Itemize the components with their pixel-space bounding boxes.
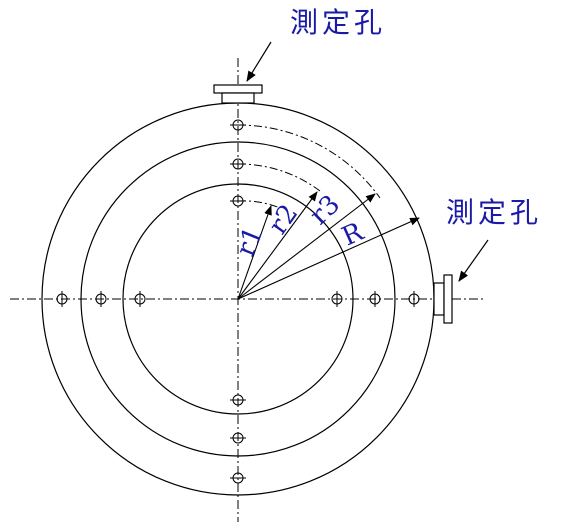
radius-arrow-r3 xyxy=(237,193,376,300)
flange-nozzle-icon xyxy=(213,84,263,104)
label-r2: r2 xyxy=(263,199,304,240)
arrow-icon xyxy=(458,239,489,282)
radius-arrow-r1 xyxy=(237,205,272,300)
arrow-icon xyxy=(246,41,272,82)
arc-r2 xyxy=(237,163,321,192)
measure-points-horizontal xyxy=(56,291,420,307)
arc-r3 xyxy=(237,124,381,199)
measure-points-vertical xyxy=(230,119,246,484)
label-measure-hole-right: 測定孔 xyxy=(446,196,542,229)
label-R: R xyxy=(338,216,369,252)
flange-nozzle-icon xyxy=(433,274,453,324)
radius-arrow-r2 xyxy=(237,191,318,300)
label-measure-hole-top: 測定孔 xyxy=(290,6,386,39)
radius-arrow-R xyxy=(237,217,420,300)
